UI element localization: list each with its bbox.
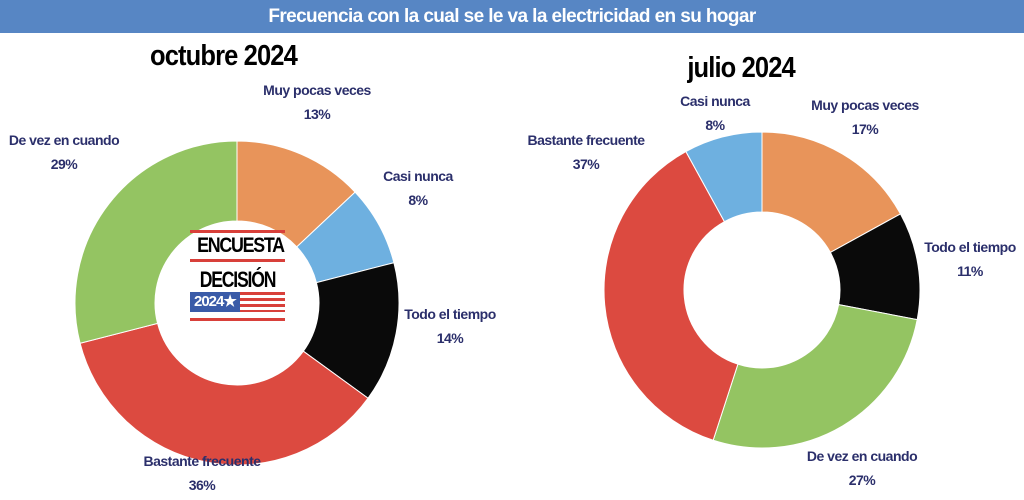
slice-label: Bastante frecuente 37% xyxy=(527,128,645,176)
percent-label: 8% xyxy=(705,117,725,133)
slice-de-vez-en-cuando xyxy=(712,304,918,449)
category-label: Casi nunca xyxy=(680,93,750,109)
slice-bastante-frecuente xyxy=(79,322,369,466)
slice-label: Casi nunca 8% xyxy=(680,89,750,137)
category-label: Muy pocas veces xyxy=(811,97,919,113)
percent-label: 8% xyxy=(408,192,428,208)
slice-label: Casi nunca 8% xyxy=(383,164,453,212)
category-label: Casi nunca xyxy=(383,168,453,184)
category-label: Bastante frecuente xyxy=(527,132,645,148)
category-label: De vez en cuando xyxy=(806,448,918,464)
percent-label: 14% xyxy=(436,330,464,346)
percent-label: 36% xyxy=(188,477,216,493)
percent-label: 37% xyxy=(572,156,600,172)
percent-label: 13% xyxy=(303,106,331,122)
slice-casi-nunca xyxy=(685,131,763,223)
category-label: Muy pocas veces xyxy=(263,82,371,98)
category-label: De vez en cuando xyxy=(8,132,120,148)
percent-label: 11% xyxy=(957,263,983,279)
slice-label: Todo el tiempo 14% xyxy=(404,302,496,350)
encuesta-logo: ENCUESTA DECISIÓN 2024★ xyxy=(190,230,285,321)
slice-label: Muy pocas veces 13% xyxy=(263,78,371,126)
category-label: Todo el tiempo xyxy=(404,306,496,322)
slice-label: Muy pocas veces 17% xyxy=(811,93,919,141)
percent-label: 27% xyxy=(848,472,876,488)
logo-line2: DECISIÓN xyxy=(199,267,277,292)
category-label: Bastante frecuente xyxy=(143,453,261,469)
logo-line1: ENCUESTA xyxy=(197,234,285,257)
slice-bastante-frecuente xyxy=(603,150,739,441)
slice-label: De vez en cuando 27% xyxy=(806,444,918,492)
slice-label: Todo el tiempo 11% xyxy=(924,235,1016,283)
slice-label: De vez en cuando 29% xyxy=(8,128,120,176)
slice-de-vez-en-cuando xyxy=(74,140,238,344)
percent-label: 29% xyxy=(50,156,78,172)
slice-label: Bastante frecuente 36% xyxy=(143,449,261,497)
chart-title-july: julio 2024 xyxy=(687,52,795,84)
category-label: Todo el tiempo xyxy=(924,239,1016,255)
logo-line3: 2024★ xyxy=(190,292,240,312)
title-bar: Frecuencia con la cual se le va la elect… xyxy=(0,0,1024,33)
percent-label: 17% xyxy=(851,121,879,137)
slice-muy-pocas-veces xyxy=(761,131,902,254)
chart-title-october: octubre 2024 xyxy=(150,40,298,72)
